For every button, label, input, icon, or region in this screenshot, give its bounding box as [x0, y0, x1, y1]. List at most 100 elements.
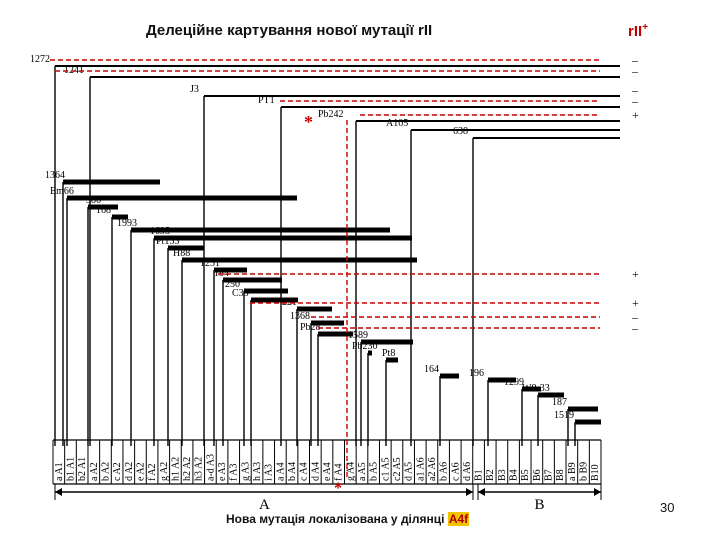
deletion-label: J3: [190, 84, 199, 95]
deletion-bar: [488, 377, 516, 383]
deletion-result: –: [631, 83, 639, 97]
segment-label: c2 A5: [392, 457, 403, 481]
deletion-label: 1364: [45, 170, 65, 181]
deletion-label: 386: [86, 195, 101, 206]
segment-label: g A3: [240, 462, 251, 481]
deletion-bar: [67, 195, 297, 201]
deletion-bar: [244, 288, 288, 294]
deletion-label: C33: [232, 288, 249, 299]
deletion-bar: [575, 419, 601, 425]
deletion-result: +: [632, 108, 639, 122]
deletion-label: 1299: [504, 377, 524, 388]
segment-label: h3 A2: [194, 457, 205, 481]
caption-segment: A4f: [447, 512, 470, 526]
segment-label: a B9: [567, 462, 578, 481]
deletion-bar: [214, 267, 247, 273]
mutation-star: *: [304, 112, 313, 132]
deletion-label: 1231: [200, 258, 220, 269]
deletion-bar: [154, 235, 412, 241]
deletion-label: PT1: [258, 95, 275, 106]
deletion-bar: [318, 331, 353, 337]
deletion-label: 196: [469, 368, 484, 379]
deletion-label: Pb28: [300, 322, 321, 333]
segment-label: a A2: [89, 462, 100, 481]
segment-label: b A6: [439, 462, 450, 481]
deletion-label: 1519: [554, 410, 574, 421]
deletion-label: Pb230: [352, 341, 378, 352]
segment-label: g A4: [345, 462, 356, 481]
deletion-label: Pb242: [318, 109, 344, 120]
segment-label: B2: [485, 469, 496, 481]
segment-label: c A4: [299, 462, 310, 481]
deletion-label: Pt8: [382, 348, 395, 359]
segment-label: i A3: [264, 464, 275, 481]
deletion-label: 1272: [30, 54, 50, 65]
deletion-label: 164: [424, 364, 439, 375]
region-a-arrow-head: [55, 488, 62, 496]
deletion-result: –: [631, 310, 639, 324]
deletion-label: 250: [225, 279, 240, 290]
deletion-bar: [63, 179, 160, 185]
deletion-bar: [361, 339, 413, 345]
segment-label: f A3: [229, 464, 240, 482]
deletion-label: 638: [453, 126, 468, 137]
segment-label: b2 A1: [77, 457, 88, 481]
segment-label: B4: [509, 469, 520, 481]
segment-label: a-d A3: [205, 454, 216, 481]
deletion-label: A105: [386, 118, 408, 129]
deletion-bar: [251, 297, 298, 303]
segment-label: B1: [474, 469, 485, 481]
deletion-result: +: [632, 296, 639, 310]
deletion-bar: [440, 373, 459, 379]
segment-label: B3: [497, 469, 508, 481]
segment-label: b1 A1: [65, 457, 76, 481]
segment-label: B5: [520, 469, 531, 481]
deletion-result: +: [632, 267, 639, 281]
result-column-header: rII+: [628, 22, 648, 40]
segment-label: e A3: [217, 462, 228, 481]
caption: Нова мутація локалізована у ділянці A4f: [226, 512, 470, 526]
deletion-bar: [297, 306, 332, 312]
deletion-bar: [223, 277, 282, 283]
deletion-bar: [131, 227, 390, 233]
mutation-star: *: [334, 480, 342, 497]
caption-prefix: Нова мутація локалізована у ділянці: [226, 512, 448, 526]
deletion-label: Em66: [50, 186, 74, 197]
deletion-bar: [311, 320, 344, 326]
segment-label: b A2: [100, 462, 111, 481]
deletion-label: H88: [173, 248, 190, 259]
segment-label: d A4: [310, 462, 321, 481]
deletion-label: 221: [282, 297, 297, 308]
result-label: rII: [628, 23, 643, 40]
segment-label: h2 A2: [182, 457, 193, 481]
segment-label: b B9: [579, 462, 590, 481]
region-b-arrow-head: [478, 488, 485, 496]
region-b-label: B: [535, 497, 545, 513]
segment-label: B6: [532, 469, 543, 481]
deletion-label: 1368: [290, 311, 310, 322]
deletion-label: 168: [96, 205, 111, 216]
deletion-bar: [168, 245, 204, 251]
segment-label: g A2: [159, 462, 170, 481]
deletion-bar: [386, 357, 398, 363]
result-sup: +: [642, 22, 649, 33]
segment-label: d A6: [462, 462, 473, 481]
segment-label: a A5: [357, 462, 368, 481]
deletion-label: 187: [552, 397, 567, 408]
segment-label: c1 A5: [380, 457, 391, 481]
slide-number: 30: [660, 500, 675, 515]
segment-label: a A1: [54, 462, 65, 481]
segment-label: b A4: [287, 462, 298, 481]
deletion-label: 1993: [117, 218, 137, 229]
deletion-bar: [88, 204, 118, 210]
segment-label: d A2: [124, 462, 135, 481]
region-a-label: A: [259, 497, 270, 513]
segment-label: f A4: [334, 464, 345, 482]
deletion-result: –: [631, 321, 639, 335]
segment-label: e A4: [322, 462, 333, 481]
deletion-result: –: [631, 94, 639, 108]
segment-label: h A3: [252, 462, 263, 481]
deletion-bar: [522, 386, 541, 392]
